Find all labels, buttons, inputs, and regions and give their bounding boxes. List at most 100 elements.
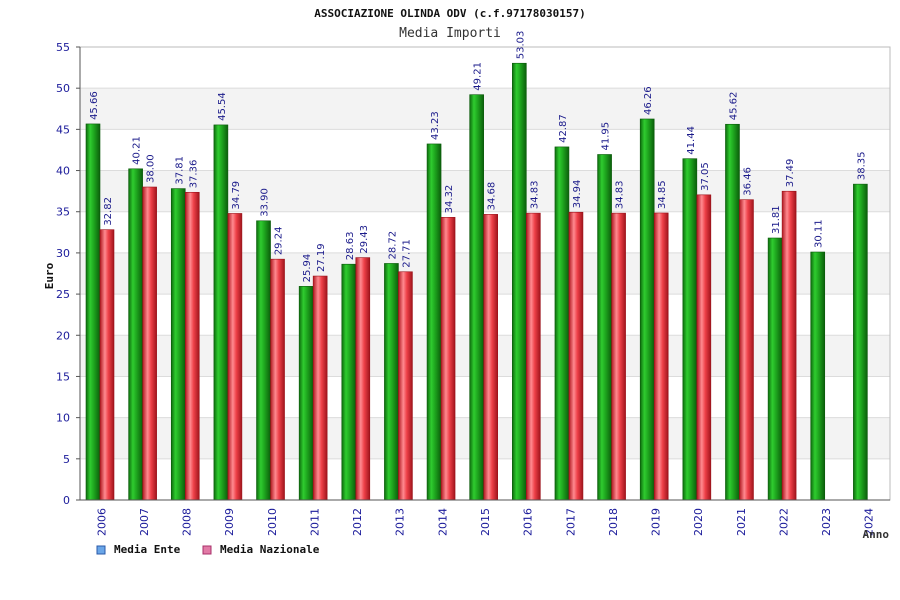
x-tick-label: 2019 [650, 508, 663, 536]
data-label: 27.19 [316, 243, 327, 272]
bar-media-nazionale [312, 275, 328, 501]
data-label: 53.03 [515, 31, 526, 60]
data-label: 37.49 [785, 159, 796, 188]
data-label: 40.21 [132, 136, 143, 165]
bar-media-nazionale [739, 199, 754, 501]
data-label: 41.95 [601, 122, 612, 151]
x-tick-labels: 2006 2007 2008 2009 2010 2011 2012 2013 2014 2015… [95, 508, 875, 536]
x-tick-label: 2015 [479, 508, 492, 536]
bar-media-nazionale [781, 190, 797, 501]
data-label: 30.11 [814, 219, 825, 248]
x-tick-label: 2014 [436, 508, 449, 536]
data-label: 34.94 [572, 180, 583, 209]
data-label: 38.00 [146, 154, 157, 183]
x-tick-label: 2007 [138, 508, 151, 536]
x-tick-label: 2012 [351, 508, 364, 536]
bar-media-ente [85, 123, 101, 501]
bar-media-ente [426, 143, 442, 501]
y-tick-labels: 0 5 10 15 20 25 30 35 40 45 50 55 [56, 41, 80, 507]
x-tick-label: 2023 [820, 508, 833, 536]
bar-media-ente [810, 251, 826, 501]
x-tick-label: 2017 [564, 508, 577, 536]
bar-media-ente [469, 94, 484, 501]
y-tick-label: 0 [63, 494, 70, 507]
chart-title: ASSOCIAZIONE OLINDA ODV (c.f.97178030157… [314, 7, 586, 20]
plot-band [80, 88, 890, 130]
x-tick-label: 2010 [266, 508, 279, 536]
bar-media-ente [341, 263, 357, 501]
bar-media-nazionale [483, 214, 498, 501]
legend-swatch-media-nazionale [202, 545, 212, 555]
bar-media-nazionale [99, 229, 115, 501]
x-tick-label: 2011 [308, 508, 321, 536]
bar-media-nazionale [526, 212, 541, 501]
data-label: 49.21 [473, 62, 484, 91]
data-label: 38.35 [856, 151, 867, 180]
x-tick-label: 2021 [735, 508, 748, 536]
bar-media-ente [639, 118, 655, 501]
bar-media-nazionale [653, 212, 669, 501]
data-label: 29.43 [359, 225, 370, 254]
data-label: 33.90 [260, 188, 271, 217]
data-label: 42.87 [558, 114, 569, 143]
legend: Media Ente Media Nazionale [96, 543, 320, 556]
data-label: 34.68 [487, 182, 498, 211]
bar-media-nazionale [568, 211, 584, 501]
bar-media-nazionale [184, 191, 200, 501]
data-label: 34.85 [657, 180, 668, 209]
axes [79, 46, 891, 501]
plot-band [80, 170, 890, 212]
data-label: 36.46 [742, 167, 753, 196]
data-label: 37.05 [700, 162, 711, 191]
bar-media-nazionale [696, 194, 712, 501]
bar-media-ente [767, 237, 783, 501]
x-axis-label: Anno [863, 528, 890, 541]
y-tick-label: 20 [56, 329, 70, 342]
bar-media-nazionale [355, 257, 371, 501]
y-tick-label: 55 [56, 41, 70, 54]
x-tick-label: 2022 [777, 508, 790, 536]
data-label: 45.62 [728, 92, 739, 121]
data-label: 34.83 [615, 180, 626, 209]
data-label: 34.32 [444, 185, 455, 214]
bar-media-ente [298, 286, 314, 501]
legend-label-media-ente: Media Ente [114, 543, 181, 556]
bar-media-ente [554, 146, 570, 501]
y-tick-label: 10 [56, 412, 70, 425]
y-tick-label: 30 [56, 247, 70, 260]
data-label: 37.36 [188, 160, 199, 189]
data-label: 46.26 [643, 86, 654, 115]
data-label: 45.54 [217, 92, 228, 121]
x-tick-label: 2006 [95, 508, 108, 536]
data-label: 32.82 [103, 197, 114, 226]
y-tick-label: 40 [56, 165, 70, 178]
y-axis-label: Euro [43, 262, 56, 289]
y-tick-label: 15 [56, 370, 70, 383]
bar-media-nazionale [270, 258, 285, 501]
plot-band [80, 47, 890, 89]
y-tick-label: 45 [56, 123, 70, 136]
x-tick-label: 2013 [394, 508, 407, 536]
plot-band [80, 129, 890, 171]
bar-media-ente [256, 220, 271, 501]
y-tick-label: 35 [56, 206, 70, 219]
data-label: 34.79 [231, 181, 242, 210]
x-tick-label: 2024 [863, 508, 876, 536]
data-label: 28.72 [387, 231, 398, 260]
legend-label-media-nazionale: Media Nazionale [220, 543, 320, 556]
data-label: 29.24 [274, 227, 285, 256]
bar-media-ente [384, 263, 399, 501]
bar-media-ente [512, 62, 527, 501]
bar-media-ente [213, 124, 229, 501]
data-label: 37.81 [174, 156, 185, 185]
data-label: 45.66 [89, 91, 100, 120]
bar-media-ente [682, 158, 698, 501]
y-tick-label: 5 [63, 453, 70, 466]
bar-media-nazionale [440, 217, 456, 501]
bar-media-nazionale [398, 271, 413, 501]
x-tick-label: 2020 [692, 508, 705, 536]
x-tick-label: 2008 [181, 508, 194, 536]
bar-media-ente [597, 154, 612, 501]
